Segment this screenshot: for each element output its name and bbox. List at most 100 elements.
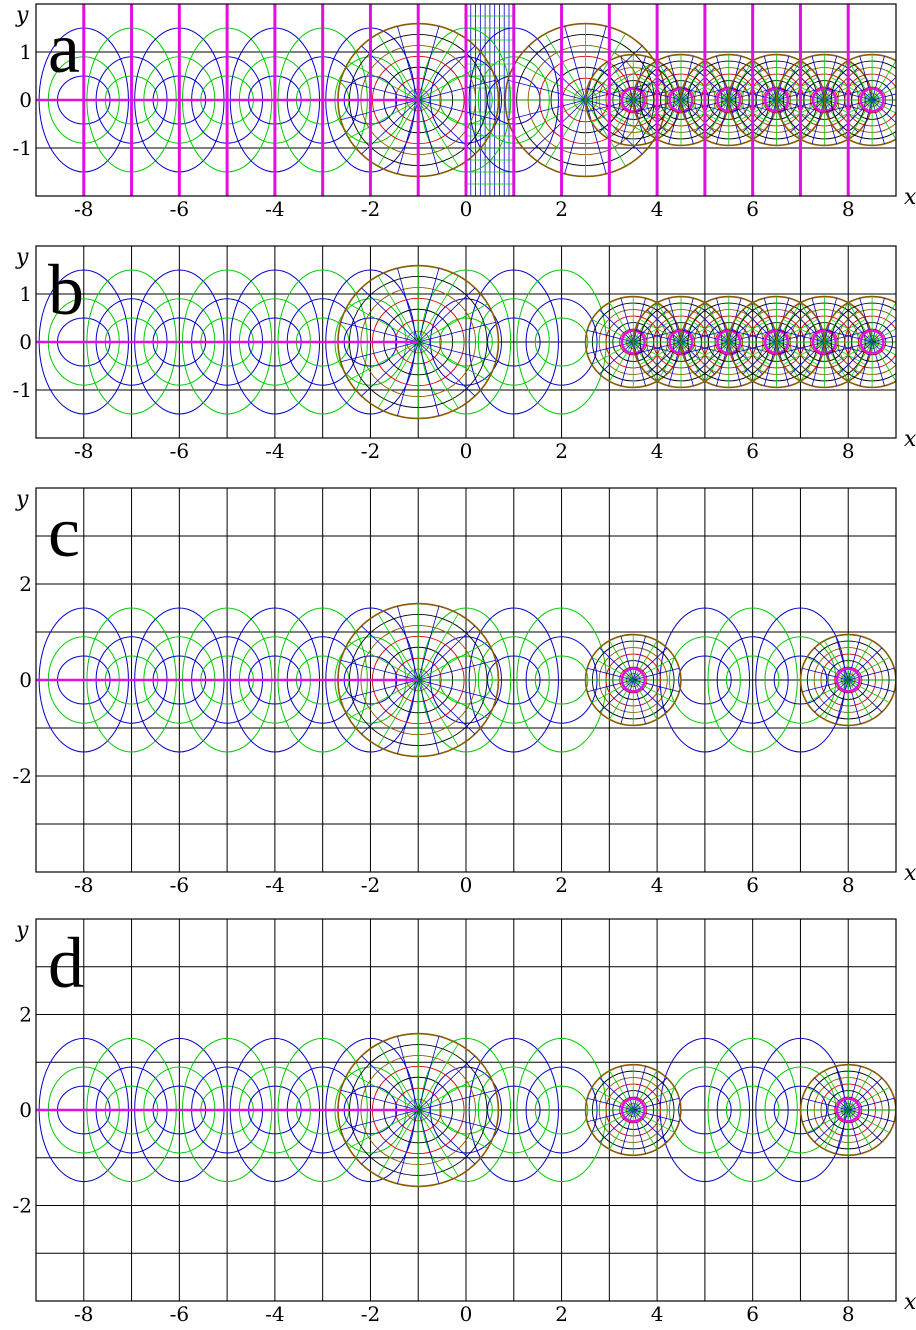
- phase-line: [871, 341, 896, 366]
- y-tick-label: 0: [19, 88, 32, 112]
- phase-line: [417, 1055, 476, 1111]
- phase-line: [871, 56, 885, 101]
- phase-line: [632, 647, 668, 681]
- phase-line: [599, 679, 634, 713]
- phase-line: [417, 268, 440, 343]
- phase-line: [835, 1066, 849, 1111]
- phase-line: [872, 341, 896, 349]
- phase-line: [848, 1097, 895, 1111]
- phase-line: [730, 329, 777, 343]
- phase-line: [528, 45, 586, 101]
- x-axis-name: x: [904, 427, 916, 452]
- phase-line: [871, 60, 896, 101]
- phase-line: [632, 679, 658, 720]
- phase-line: [752, 60, 777, 101]
- phase-line: [735, 76, 777, 101]
- phase-line: [609, 1109, 634, 1150]
- phase-line: [871, 341, 896, 382]
- phase-line: [418, 341, 496, 363]
- phase-line: [847, 679, 883, 713]
- phase-line: [847, 341, 873, 382]
- singular-ring: [835, 667, 861, 693]
- plot-frame: [35, 487, 897, 873]
- phase-line: [632, 679, 646, 724]
- phase-line: [790, 99, 825, 133]
- x-tick-label: 4: [651, 197, 664, 221]
- phase-line: [348, 341, 419, 381]
- y-tick-label: 1: [19, 282, 32, 306]
- phase-line: [639, 99, 682, 124]
- phase-line: [859, 341, 873, 386]
- phase-line: [418, 341, 488, 381]
- phase-line: [417, 26, 440, 101]
- phase-line: [824, 1070, 849, 1111]
- phase-line: [609, 302, 634, 343]
- phase-line: [348, 1071, 419, 1111]
- phase-line: [417, 679, 440, 754]
- pole-contours: [799, 633, 896, 727]
- phase-line: [790, 67, 825, 101]
- x-tick-label: -6: [170, 439, 189, 463]
- phase-line: [716, 56, 730, 101]
- x-tick-label: 0: [460, 439, 473, 463]
- phase-line: [806, 656, 849, 681]
- phase-line: [802, 679, 849, 693]
- phase-line: [587, 341, 634, 355]
- x-tick-label: -8: [74, 197, 93, 221]
- phase-line: [418, 99, 488, 139]
- phase-line: [417, 1109, 476, 1165]
- phase-line: [847, 679, 861, 724]
- phase-line: [340, 679, 419, 701]
- phase-line: [633, 679, 680, 693]
- phase-line: [824, 1109, 849, 1150]
- pole-contours: [584, 1063, 682, 1157]
- phase-line: [587, 1097, 634, 1111]
- x-tick-label: -8: [74, 873, 93, 897]
- phase-line: [647, 341, 682, 375]
- plot-area: [36, 246, 896, 438]
- phase-line: [361, 287, 419, 343]
- x-tick-label: -6: [170, 1302, 189, 1326]
- phase-line: [859, 56, 873, 101]
- pole-contours: [584, 633, 682, 727]
- phase-line: [340, 1089, 419, 1111]
- phase-line: [609, 99, 634, 140]
- phase-line: [417, 625, 476, 681]
- phase-line: [763, 341, 777, 386]
- phase-line: [377, 613, 419, 681]
- phase-line: [609, 679, 634, 720]
- contour-circle: [716, 636, 789, 724]
- phase-line: [417, 99, 459, 167]
- phase-line: [632, 1066, 646, 1111]
- phase-line: [835, 679, 849, 724]
- x-tick-label: 4: [651, 1302, 664, 1326]
- plot-area: [36, 488, 896, 872]
- phase-line: [507, 99, 586, 121]
- phase-line: [847, 1109, 861, 1154]
- x-tick-label: 2: [555, 439, 568, 463]
- phase-line: [763, 99, 777, 144]
- phase-line: [838, 341, 873, 375]
- phase-line: [639, 341, 682, 366]
- phase-line: [397, 26, 419, 101]
- phase-line: [835, 1109, 849, 1154]
- phase-line: [848, 1109, 890, 1134]
- phase-line: [800, 60, 825, 101]
- phase-line: [811, 341, 825, 386]
- phase-line: [735, 341, 777, 366]
- phase-line: [591, 318, 634, 343]
- x-tick-label: -4: [265, 1302, 284, 1326]
- y-tick-label: 0: [19, 330, 32, 354]
- phase-line: [687, 76, 729, 101]
- contour-circle: [707, 1037, 798, 1183]
- phase-line: [687, 318, 729, 343]
- phase-line: [620, 341, 634, 386]
- phase-line: [564, 26, 586, 101]
- y-tick-label: -1: [13, 378, 32, 402]
- phase-line: [838, 309, 873, 343]
- y-axis-name: y: [15, 3, 29, 28]
- phase-line: [825, 329, 873, 343]
- phase-line: [848, 1086, 890, 1111]
- phase-line: [871, 99, 896, 114]
